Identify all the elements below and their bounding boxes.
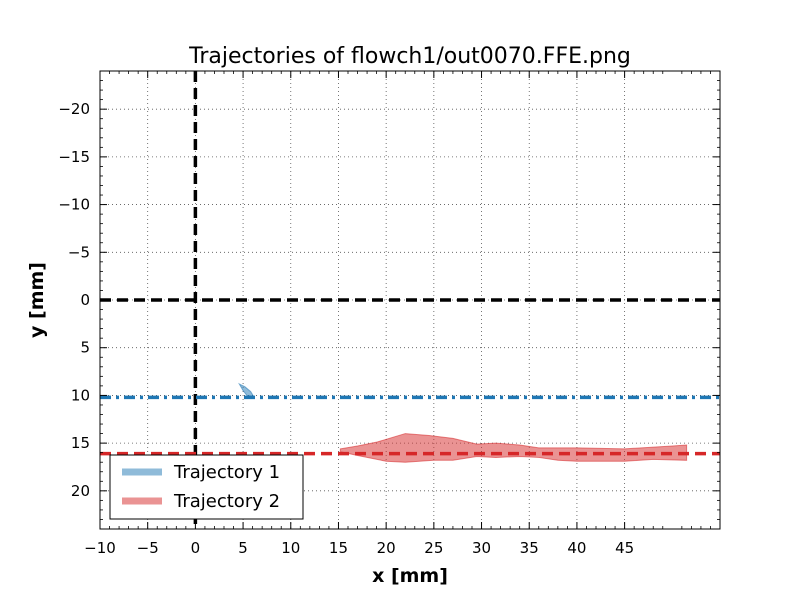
y-tick-label: −10 xyxy=(58,196,90,214)
x-tick-label: 40 xyxy=(567,539,586,557)
y-tick-label: −20 xyxy=(58,100,90,118)
legend-box xyxy=(109,454,304,520)
y-tick-label: −15 xyxy=(58,148,90,166)
x-tick-label: 20 xyxy=(377,539,396,557)
reference-lines xyxy=(100,71,720,529)
x-tick-label: 10 xyxy=(281,539,300,557)
x-tick-label: 25 xyxy=(424,539,443,557)
x-tick-label: 15 xyxy=(329,539,348,557)
y-tick-label: 0 xyxy=(80,291,90,309)
y-tick-label: 15 xyxy=(71,434,90,452)
y-tick-label: 5 xyxy=(80,339,90,357)
legend-label-2: Trajectory 2 xyxy=(173,491,280,512)
x-tick-label: 0 xyxy=(191,539,201,557)
chart-title: Trajectories of flowch1/out0070.FFE.png xyxy=(188,44,631,69)
x-axis-label: x [mm] xyxy=(372,565,448,587)
y-tick-label: −5 xyxy=(68,243,90,261)
x-tick-label: 35 xyxy=(520,539,539,557)
y-tick-label: 20 xyxy=(71,482,90,500)
y-tick-label: 10 xyxy=(71,386,90,404)
legend-label-1: Trajectory 1 xyxy=(173,462,280,483)
y-axis-label: y [mm] xyxy=(26,262,48,338)
axis-ticks: −10 −5 0 5 10 15 20 25 30 35 40 45 −20 −15 −10 −5 0 5 10 15… xyxy=(58,70,720,557)
x-tick-label: −5 xyxy=(137,539,159,557)
x-tick-label: 5 xyxy=(238,539,248,557)
x-tick-label: 45 xyxy=(615,539,634,557)
legend: Trajectory 1 Trajectory 2 xyxy=(109,454,304,520)
trajectory-1-band xyxy=(238,382,255,398)
x-tick-label: 30 xyxy=(472,539,491,557)
x-tick-label: −10 xyxy=(84,539,116,557)
trajectory-2-band xyxy=(339,433,688,463)
